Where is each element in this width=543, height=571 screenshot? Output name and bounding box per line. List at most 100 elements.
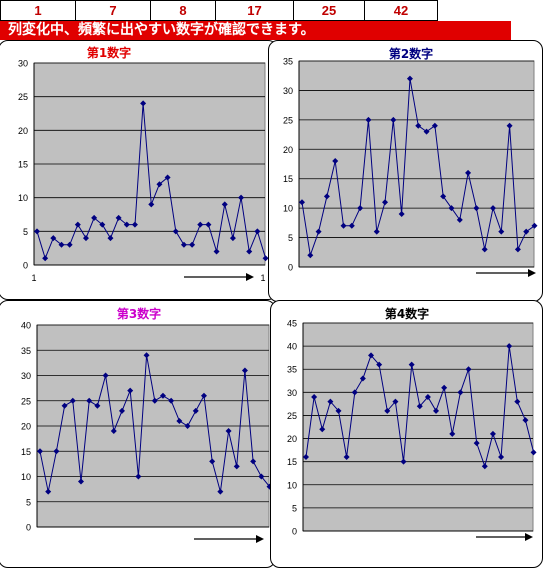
top-cell-5[interactable]: 25	[293, 0, 365, 21]
chart-1-point	[197, 221, 204, 228]
chart-2-point	[348, 222, 355, 229]
chart-3[interactable]: 第3数字 0 5 10 15 20 25 30 35 40	[0, 300, 276, 568]
chart-3-point	[61, 402, 68, 409]
chart-1-point	[66, 241, 73, 248]
chart-1-point	[58, 241, 65, 248]
chart-2-point	[390, 116, 397, 123]
chart-4-point	[327, 398, 334, 405]
chart-4-ytick-label: 10	[287, 480, 297, 490]
chart-2-point	[465, 169, 472, 176]
chart-1-ytick-label: 15	[18, 160, 28, 170]
chart-3-ytick-label: 0	[26, 523, 31, 533]
chart-3-point	[168, 397, 175, 404]
chart-4-point	[311, 393, 318, 400]
chart-4-ytick-label: 35	[287, 365, 297, 375]
chart-1-point	[115, 214, 122, 221]
chart-3-point	[102, 372, 109, 379]
top-cell-4[interactable]: 17	[215, 0, 294, 21]
chart-4-point	[481, 463, 488, 470]
chart-2-point	[481, 246, 488, 253]
chart-1-point	[172, 228, 179, 235]
chart-3-point	[110, 428, 117, 435]
chart-1-point	[123, 221, 130, 228]
chart-1-point	[50, 235, 57, 242]
chart-2-point	[365, 116, 372, 123]
chart-4-ytick-label: 20	[287, 434, 297, 444]
chart-4-point	[303, 454, 309, 461]
chart-1-ytick-label: 0	[23, 261, 28, 271]
chart-4-point	[319, 426, 326, 433]
chart-3-point	[77, 478, 84, 485]
chart-4-ytick-label: 30	[287, 388, 297, 398]
chart-4-ytick-label: 25	[287, 411, 297, 421]
chart-2-plot-area	[298, 60, 535, 268]
chart-1-ytick-label: 25	[18, 92, 28, 102]
chart-4-point	[416, 403, 423, 410]
chart-1-point	[156, 181, 163, 188]
chart-2-point	[415, 122, 422, 129]
chart-1[interactable]: 第1数字 0 5 10 15 20 25 30 1 1	[0, 40, 278, 300]
top-cell-3[interactable]: 8	[150, 0, 216, 21]
chart-1-point	[205, 221, 212, 228]
chart-4-point	[424, 393, 431, 400]
chart-2-ytick-label: 0	[288, 263, 293, 273]
chart-2-point	[323, 193, 330, 200]
chart-3-ytick-label: 5	[26, 497, 31, 507]
chart-4-point	[343, 454, 350, 461]
chart-3-point	[118, 407, 125, 414]
chart-2-point	[299, 199, 305, 206]
top-cell-6[interactable]: 42	[364, 0, 438, 21]
chart-2-point	[440, 193, 447, 200]
chart-3-ytick-label: 40	[21, 321, 31, 331]
chart-3-point	[176, 417, 183, 424]
chart-1-point	[246, 248, 253, 255]
chart-3-ytick-label: 35	[21, 346, 31, 356]
banner-text[interactable]: 列変化中、頻繁に出やすい数字が確認できます。	[0, 21, 511, 40]
chart-1-point	[91, 214, 98, 221]
chart-2-point	[456, 216, 463, 223]
chart-1-point	[74, 221, 81, 228]
chart-4-point	[400, 458, 407, 465]
chart-4-point	[449, 430, 456, 437]
chart-1-xtick-last: 1	[260, 273, 265, 283]
chart-1-svg: 第1数字 0 5 10 15 20 25 30 1 1	[18, 45, 269, 283]
chart-2-ytick-label: 15	[283, 174, 293, 184]
chart-4-point	[433, 407, 440, 414]
chart-4-point	[514, 398, 521, 405]
chart-1-point	[189, 241, 196, 248]
chart-3-point	[250, 458, 257, 465]
chart-2[interactable]: 第2数字 0 5 10 15 20 25 30 35	[268, 40, 543, 302]
top-cell-2[interactable]: 7	[75, 0, 151, 21]
chart-2-arrow-head	[528, 269, 536, 277]
chart-2-point	[340, 222, 347, 229]
chart-3-point	[69, 397, 76, 404]
chart-4[interactable]: 第4数字 0 5 10 15 20 25 30 35 40 45	[270, 300, 543, 568]
chart-3-point	[151, 397, 158, 404]
chart-2-point	[398, 211, 405, 218]
chart-1-xtick-first: 1	[31, 273, 36, 283]
chart-2-ytick-label: 25	[283, 115, 293, 125]
chart-3-point	[45, 488, 52, 495]
chart-3-point	[184, 423, 191, 429]
chart-3-point	[200, 392, 207, 399]
chart-3-ytick-label: 30	[21, 371, 31, 381]
chart-1-title: 第1数字	[87, 45, 131, 60]
chart-1-ytick-label: 30	[18, 59, 28, 69]
chart-4-point	[522, 417, 529, 424]
chart-1-point	[82, 235, 89, 242]
chart-4-title: 第4数字	[385, 306, 429, 321]
chart-3-point	[233, 463, 240, 470]
chart-3-point	[94, 402, 101, 409]
chart-4-point	[408, 361, 415, 368]
chart-3-point	[159, 392, 166, 399]
chart-4-point	[335, 407, 342, 414]
chart-1-point	[107, 235, 114, 242]
chart-1-point	[140, 100, 147, 107]
chart-4-point	[384, 407, 391, 414]
top-cell-1[interactable]: 1	[0, 0, 76, 21]
chart-3-point	[143, 352, 150, 359]
chart-3-point	[217, 488, 224, 495]
chart-2-point	[423, 128, 430, 135]
chart-3-point	[53, 448, 60, 455]
chart-1-ytick-label: 10	[18, 193, 28, 203]
